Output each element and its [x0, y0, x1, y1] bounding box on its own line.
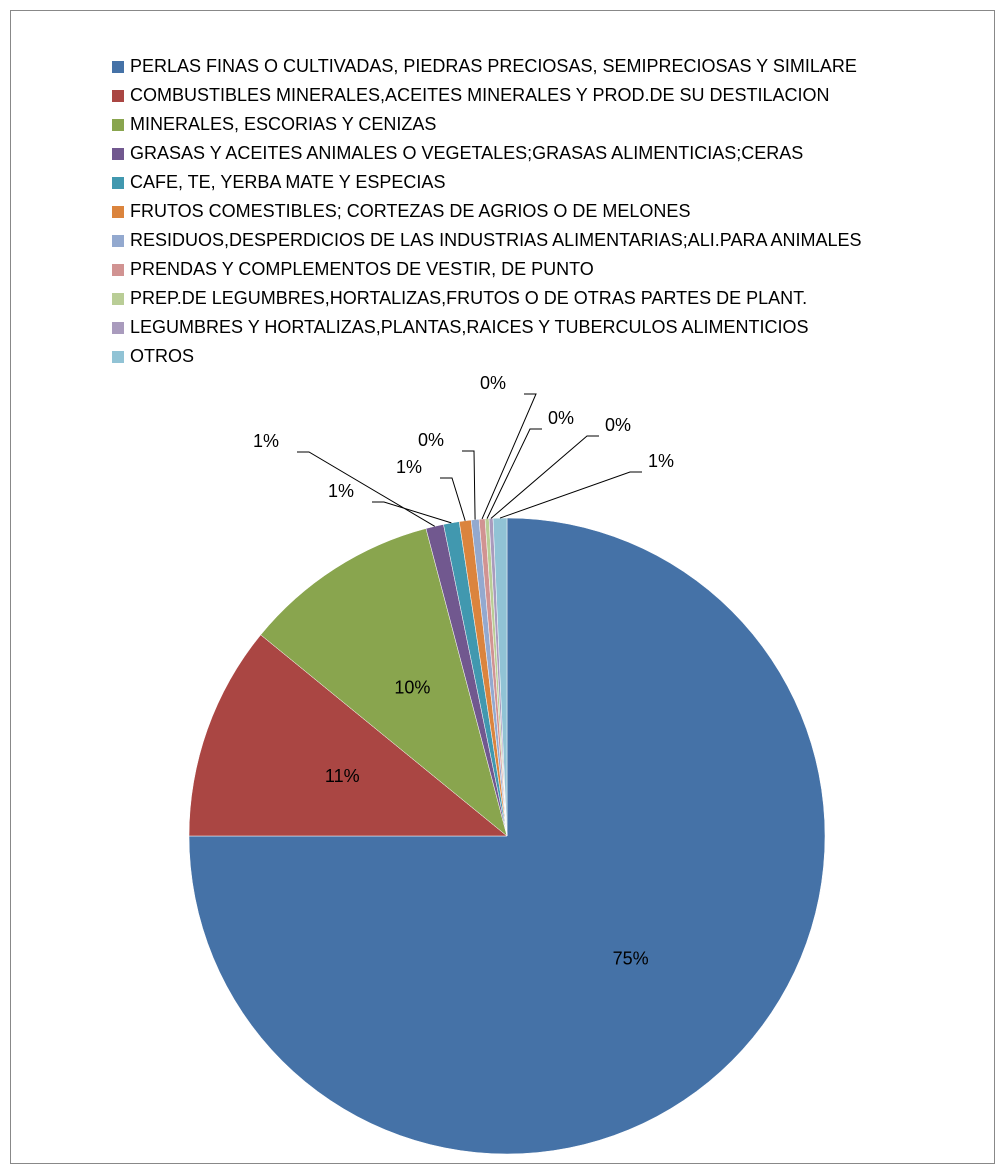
leader-line [490, 435, 599, 519]
legend-label: OTROS [130, 346, 194, 366]
data-label: 11% [325, 766, 360, 786]
legend-label: FRUTOS COMESTIBLES; CORTEZAS DE AGRIOS O… [130, 201, 690, 221]
legend-swatch [112, 293, 124, 305]
pie-slice [492, 517, 508, 837]
data-label: 1% [328, 481, 354, 501]
legend-label: CAFE, TE, YERBA MATE Y ESPECIAS [130, 172, 445, 192]
pie-slice [188, 517, 826, 1155]
legend-label: LEGUMBRES Y HORTALIZAS,PLANTAS,RAICES Y … [130, 317, 809, 337]
leader-line [499, 471, 642, 519]
legend-label: PREP.DE LEGUMBRES,HORTALIZAS,FRUTOS O DE… [130, 288, 807, 308]
legend-swatch [112, 148, 124, 160]
data-label: 1% [253, 431, 279, 451]
legend-label: COMBUSTIBLES MINERALES,ACEITES MINERALES… [130, 85, 830, 105]
legend-swatch [112, 206, 124, 218]
data-label: 0% [548, 408, 574, 428]
legend-swatch [112, 235, 124, 247]
data-label: 75% [613, 948, 649, 968]
legend-label: PERLAS FINAS O CULTIVADAS, PIEDRAS PRECI… [130, 56, 857, 76]
leader-line [481, 393, 537, 520]
leader-line [372, 501, 452, 524]
leader-line [297, 451, 435, 527]
legend-swatch [112, 90, 124, 102]
legend-label: RESIDUOS,DESPERDICIOS DE LAS INDUSTRIAS … [130, 230, 862, 250]
leader-line [440, 477, 466, 521]
data-label: 1% [648, 451, 674, 471]
legend-swatch [112, 322, 124, 334]
leader-line [462, 450, 476, 520]
legend-swatch [112, 119, 124, 131]
leader-line [486, 428, 542, 519]
legend-swatch [112, 61, 124, 73]
legend-label: PRENDAS Y COMPLEMENTOS DE VESTIR, DE PUN… [130, 259, 594, 279]
legend-label: GRASAS Y ACEITES ANIMALES O VEGETALES;GR… [130, 143, 803, 163]
legend-label: MINERALES, ESCORIAS Y CENIZAS [130, 114, 436, 134]
data-label: 1% [396, 457, 422, 477]
pie-slice [188, 634, 508, 837]
legend-swatch [112, 177, 124, 189]
data-label: 0% [605, 415, 631, 435]
pie-slice [260, 528, 508, 837]
data-label: 0% [418, 430, 444, 450]
legend-swatch [112, 264, 124, 276]
legend-swatch [112, 351, 124, 363]
data-label: 0% [480, 373, 506, 393]
data-label: 10% [394, 678, 430, 698]
